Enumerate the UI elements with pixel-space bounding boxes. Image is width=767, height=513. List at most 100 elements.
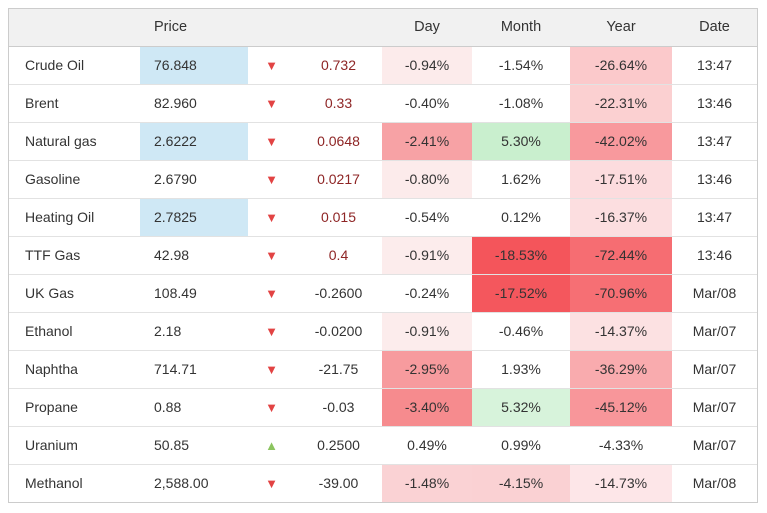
year-percent-cell: -45.12% [570, 388, 672, 427]
change-cell: 0.33 [295, 84, 382, 123]
down-arrow-icon: ▼ [265, 57, 278, 73]
table-row: UK Gas 108.49 ▼ -0.2600 -0.24% -17.52% -70.96%… [9, 274, 757, 313]
commodities-table-container: Price Day Month Year Date Crude Oil 76.84… [8, 8, 758, 503]
price-cell: 0.88 [140, 388, 248, 427]
trend-cell: ▼ [248, 312, 295, 351]
table-row: Crude Oil 76.848 ▼ 0.732 -0.94% -1.54% -26.64%… [9, 46, 757, 85]
change-cell: 0.2500 [295, 426, 382, 465]
up-arrow-icon: ▲ [265, 437, 278, 453]
table-row: TTF Gas 42.98 ▼ 0.4 -0.91% -18.53% -72.44% 13:4… [9, 236, 757, 275]
trend-cell: ▲ [248, 426, 295, 465]
down-arrow-icon: ▼ [265, 133, 278, 149]
date-cell: Mar/08 [692, 475, 737, 492]
table-header: Price Day Month Year Date [9, 9, 757, 47]
month-percent-cell: 0.12% [472, 198, 570, 237]
down-arrow-icon: ▼ [265, 399, 278, 415]
table-row: Brent 82.960 ▼ 0.33 -0.40% -1.08% -22.31% 13:46 [9, 84, 757, 123]
year-percent-cell: -70.96% [570, 274, 672, 313]
price-cell: 82.960 [140, 84, 248, 123]
month-percent-cell: -18.53% [472, 236, 570, 275]
month-percent-cell: -1.54% [472, 46, 570, 85]
year-percent-cell: -14.37% [570, 312, 672, 351]
header-year: Year [570, 9, 672, 47]
header-month: Month [472, 9, 570, 47]
price-cell: 2.6222 [140, 122, 248, 161]
date-cell: Mar/08 [672, 274, 757, 313]
trend-cell: ▼ [248, 388, 295, 427]
table-row: Propane 0.88 ▼ -0.03 -3.40% 5.32% -45.12% Mar/0… [9, 388, 757, 427]
commodity-name-link[interactable]: UK Gas [9, 274, 140, 313]
price-cell: 2.7825 [140, 198, 248, 237]
trend-cell: ▼ [248, 464, 295, 502]
year-percent-cell: -16.37% [570, 198, 672, 237]
change-cell: 0.0217 [295, 160, 382, 199]
date-cell: 13:46 [672, 84, 757, 123]
price-cell: 2,588.00 [154, 475, 209, 492]
change-cell: 0.4 [295, 236, 382, 275]
down-arrow-icon: ▼ [265, 285, 278, 301]
commodity-name-link[interactable]: Ethanol [9, 312, 140, 351]
header-name [9, 9, 140, 47]
date-cell: 13:47 [672, 198, 757, 237]
year-percent-cell: -26.64% [570, 46, 672, 85]
header-date: Date [672, 9, 757, 47]
header-arrow-spacer [248, 9, 295, 47]
date-cell: Mar/07 [672, 312, 757, 351]
down-arrow-icon: ▼ [265, 95, 278, 111]
down-arrow-icon: ▼ [265, 171, 278, 187]
price-cell: 2.6790 [140, 160, 248, 199]
down-arrow-icon: ▼ [265, 475, 278, 491]
date-cell: 13:46 [672, 236, 757, 275]
trend-cell: ▼ [248, 274, 295, 313]
date-cell: Mar/07 [672, 426, 757, 465]
day-percent-cell: -0.80% [382, 160, 472, 199]
down-arrow-icon: ▼ [265, 323, 278, 339]
commodity-name-link[interactable]: Gasoline [9, 160, 140, 199]
date-cell: 13:46 [672, 160, 757, 199]
table-row: Gasoline 2.6790 ▼ 0.0217 -0.80% 1.62% -17.51% 1… [9, 160, 757, 199]
year-percent-cell: -22.31% [570, 84, 672, 123]
price-cell: 42.98 [140, 236, 248, 275]
change-cell: 0.015 [295, 198, 382, 237]
table-row: Heating Oil 2.7825 ▼ 0.015 -0.54% 0.12% -16.37… [9, 198, 757, 237]
commodity-name-link[interactable]: Heating Oil [9, 198, 140, 237]
price-cell: 50.85 [140, 426, 248, 465]
commodity-name-link[interactable]: Propane [9, 388, 140, 427]
change-cell: 0.732 [295, 46, 382, 85]
commodity-name-link[interactable]: Methanol [25, 475, 83, 492]
commodity-name-link[interactable]: Naphtha [9, 350, 140, 389]
table-row: Naphtha 714.71 ▼ -21.75 -2.95% 1.93% -36.29% Ma… [9, 350, 757, 389]
year-percent-cell: -36.29% [570, 350, 672, 389]
date-cell: 13:47 [672, 46, 757, 85]
day-percent-cell: -2.95% [382, 350, 472, 389]
header-day: Day [382, 9, 472, 47]
price-cell: 2.18 [140, 312, 248, 351]
commodities-table: Price Day Month Year Date Crude Oil 76.84… [9, 9, 757, 502]
date-cell: Mar/07 [672, 350, 757, 389]
change-cell: -0.0200 [295, 312, 382, 351]
month-percent-cell: 1.62% [472, 160, 570, 199]
change-cell: -21.75 [295, 350, 382, 389]
year-percent-cell: -14.73% [570, 464, 672, 502]
down-arrow-icon: ▼ [265, 247, 278, 263]
day-percent-cell: -0.94% [382, 46, 472, 85]
day-percent-cell: -0.91% [382, 236, 472, 275]
trend-cell: ▼ [248, 122, 295, 161]
commodity-name-link[interactable]: Natural gas [9, 122, 140, 161]
day-percent-cell: -2.41% [382, 122, 472, 161]
commodity-name-link[interactable]: Brent [9, 84, 140, 123]
day-percent-cell: 0.49% [382, 426, 472, 465]
trend-cell: ▼ [248, 350, 295, 389]
commodity-name-link[interactable]: Crude Oil [9, 46, 140, 85]
day-percent-cell: -0.40% [382, 84, 472, 123]
month-percent-cell: -1.08% [472, 84, 570, 123]
commodity-name-link[interactable]: Uranium [9, 426, 140, 465]
date-cell: Mar/07 [672, 388, 757, 427]
header-change-spacer [295, 9, 382, 47]
day-percent-cell: -1.48% [382, 464, 472, 502]
day-percent-cell: -3.40% [382, 388, 472, 427]
year-percent-cell: -42.02% [570, 122, 672, 161]
change-cell: -0.03 [295, 388, 382, 427]
commodity-name-link[interactable]: TTF Gas [9, 236, 140, 275]
change-cell: -0.2600 [295, 274, 382, 313]
